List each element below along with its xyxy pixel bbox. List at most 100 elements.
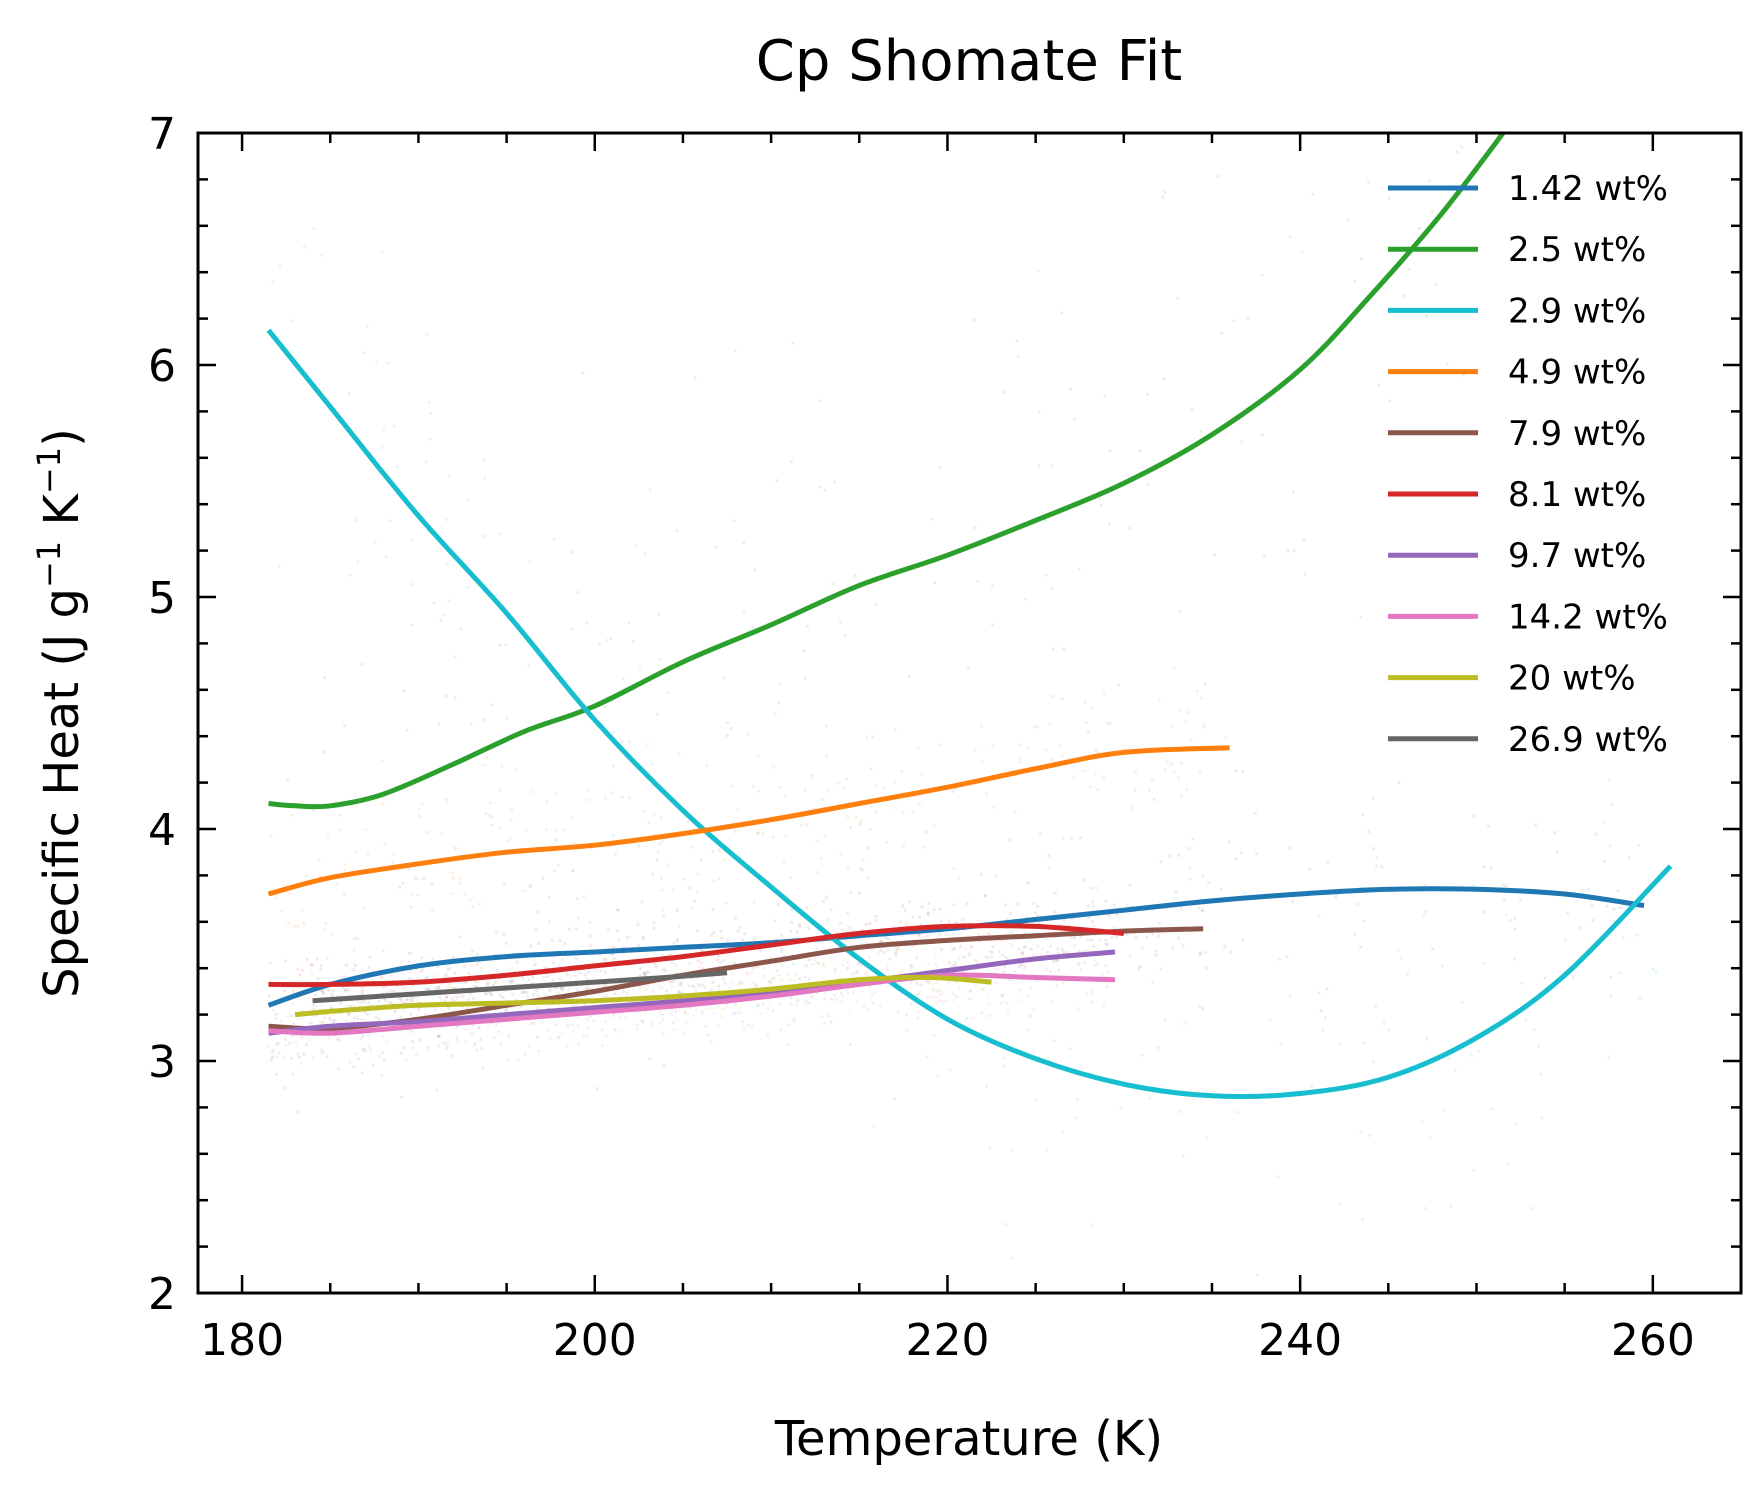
scatter-point [779,1028,783,1032]
scatter-point [1275,1174,1279,1179]
scatter-point [572,1030,576,1034]
scatter-point [445,995,449,999]
scatter-point [425,830,429,835]
scatter-point [895,947,899,951]
scatter-point [939,947,944,952]
scatter-point [822,976,826,980]
scatter-point [1044,573,1048,577]
scatter-point [429,411,433,415]
scatter-point [448,966,452,970]
scatter-point [1133,788,1137,792]
scatter-point [492,1035,497,1039]
scatter-point [320,1048,324,1052]
scatter-point [728,986,732,990]
scatter-point [353,963,357,968]
scatter-point [273,896,277,900]
scatter-point [1176,936,1181,940]
scatter-point [979,724,984,728]
scatter-point [400,997,404,1001]
scatter-point [556,991,560,995]
scatter-point [494,593,498,597]
scatter-point [498,788,502,793]
scatter-point [1380,865,1384,869]
scatter-point [886,948,890,952]
scatter-point [1177,853,1181,858]
scatter-point [604,1033,608,1037]
scatter-point [1146,482,1150,487]
scatter-point [410,538,414,542]
scatter-point [741,1020,745,1024]
scatter-point [1037,464,1041,468]
scatter-point [437,1034,441,1038]
scatter-point [356,1057,361,1061]
scatter-point [1177,609,1182,614]
scatter-point [498,993,502,998]
scatter-point [467,498,471,502]
scatter-point [771,765,775,769]
scatter-point [965,1016,969,1021]
scatter-point [304,1043,308,1047]
scatter-point [1234,857,1238,861]
scatter-point [584,986,588,990]
scatter-point [1093,958,1097,963]
scatter-point [1025,1028,1030,1032]
scatter-point [918,915,922,919]
scatter-point [360,992,364,996]
scatter-point [436,1044,440,1048]
scatter-point [602,984,606,988]
scatter-point [680,985,684,989]
scatter-point [327,988,331,993]
scatter-point [660,888,664,892]
scatter-point [270,1050,274,1054]
scatter-point [336,1037,340,1041]
scatter-point [390,1001,394,1006]
scatter-point [563,942,567,946]
scatter-point [687,984,691,988]
scatter-point [505,839,509,843]
scatter-point [761,974,766,979]
scatter-point [711,849,715,853]
scatter-point [312,227,316,231]
scatter-point [655,858,660,862]
scatter-point [612,730,616,734]
scatter-point [350,804,354,808]
scatter-point [627,740,632,744]
scatter-point [984,894,988,898]
scatter-point [1134,936,1138,940]
scatter-point [954,961,958,965]
scatter-point [822,1022,826,1026]
scatter-point [1292,548,1296,552]
scatter-point [636,943,641,947]
scatter-point [529,790,533,794]
scatter-point [751,784,755,789]
scatter-point [775,969,779,973]
scatter-point [1184,719,1188,723]
scatter-point [367,1044,371,1049]
scatter-point [554,1023,558,1027]
scatter-point [461,994,465,998]
scatter-point [734,1011,738,1016]
scatter-point [661,908,665,912]
scatter-point [289,1056,294,1060]
scatter-point [1327,349,1331,353]
scatter-point [815,946,819,950]
scatter-point [792,1019,796,1024]
scatter-point [855,970,860,974]
scatter-point [305,1041,309,1045]
scatter-point [1048,970,1053,974]
scatter-point [352,1004,356,1008]
scatter-point [296,967,300,971]
scatter-point [642,809,646,813]
scatter-point [677,924,681,929]
scatter-point [1308,867,1312,872]
scatter-point [1128,954,1132,958]
scatter-point [670,984,674,989]
scatter-point [688,961,692,966]
scatter-point [1130,806,1134,810]
scatter-point [805,624,810,628]
scatter-point [1361,1217,1365,1221]
scatter-point [909,963,913,967]
scatter-point [1449,1204,1453,1208]
scatter-point [691,1014,695,1018]
scatter-point [1076,1007,1080,1011]
